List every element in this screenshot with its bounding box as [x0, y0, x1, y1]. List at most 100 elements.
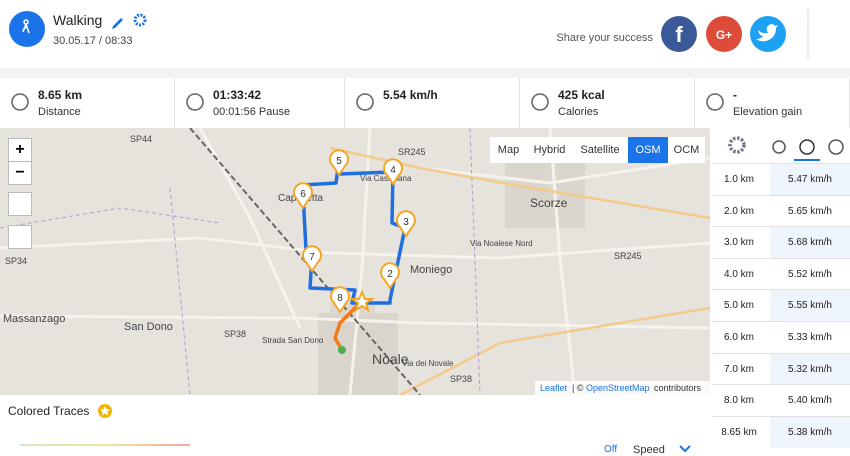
speed-tab[interactable]: [799, 139, 815, 155]
split-speed: 5.68 km/h: [770, 227, 850, 259]
map-label: Via Castellana: [360, 174, 412, 183]
split-speed: 5.47 km/h: [770, 164, 850, 195]
layer-button[interactable]: Hybrid: [527, 137, 572, 163]
map-label: SP34: [5, 256, 27, 266]
settings-icon[interactable]: [728, 136, 746, 154]
zoom-button[interactable]: −: [8, 161, 32, 185]
marker-label: 7: [309, 252, 315, 263]
twitter-glyph: [756, 24, 778, 42]
marker-label: 2: [387, 269, 393, 280]
split-row: 2.0 km 5.65 km/h: [712, 194, 850, 227]
split-speed: 5.38 km/h: [770, 416, 850, 448]
stat-value: 01:33:42: [213, 88, 262, 102]
settings-button[interactable]: [8, 225, 32, 249]
layer-button[interactable]: Satellite: [572, 137, 628, 163]
split-distance: 3.0 km: [723, 237, 754, 249]
separator: [0, 68, 850, 78]
split-speed: 5.33 km/h: [788, 332, 832, 343]
route-marker: [330, 286, 350, 314]
dropdown-arrow[interactable]: [678, 445, 692, 453]
googleplus-glyph: G+: [716, 28, 732, 42]
trace-gradient: [20, 444, 190, 446]
stat-label: Distance: [38, 106, 81, 118]
facebook-button[interactable]: [661, 16, 697, 52]
map-label: SP38: [450, 374, 472, 384]
stat-label: 00:01:56 Pause: [213, 106, 291, 118]
share-label: Share your success: [556, 32, 653, 44]
split-speed: 5.65 km/h: [788, 205, 832, 217]
colored-traces-title: Colored Traces: [8, 404, 90, 418]
stat-value: 425 kcal: [558, 88, 605, 102]
split-row: 4.0 km 5.52 km/h: [712, 257, 850, 290]
facebook-glyph: f: [675, 22, 683, 47]
metric-select[interactable]: Speed: [633, 444, 665, 456]
icon-shape: [356, 93, 374, 111]
activity-name: Walking: [53, 12, 102, 28]
split-distance: 1.0 km: [723, 174, 754, 185]
stat-value: 5.54 km/h: [383, 88, 438, 102]
split-distance: 7.0 km: [723, 363, 754, 375]
split-distance: 5.0 km: [723, 300, 754, 312]
zoom-button[interactable]: +: [8, 138, 32, 162]
map-label: Scorze: [530, 196, 568, 210]
fullscreen-button[interactable]: [8, 192, 32, 216]
split-distance: 8.0 km: [723, 395, 754, 407]
stat-cell: 5.54 km/h: [345, 78, 520, 128]
route-marker: [383, 158, 403, 186]
stat-cell: 425 kcal Calories: [520, 78, 695, 128]
tab[interactable]: [828, 139, 844, 155]
stat-icon: [531, 93, 549, 111]
split-distance: 4.0 km: [723, 268, 754, 280]
route-marker: [302, 245, 322, 273]
route-marker: [380, 262, 400, 290]
marker-label: 5: [336, 156, 342, 167]
split-row: 7.0 km 5.32 km/h: [712, 352, 850, 385]
walker-glyph: [22, 19, 30, 34]
stat-cell: 8.65 km Distance: [0, 78, 175, 128]
attribution: | ©: [572, 383, 584, 393]
settings-icon[interactable]: [133, 13, 147, 27]
marker-label: 6: [300, 189, 306, 200]
googleplus-button[interactable]: [706, 16, 742, 52]
splits-header: [728, 136, 844, 161]
icon-shape: [11, 93, 29, 111]
finish-marker: [348, 289, 376, 313]
route-marker: [329, 149, 349, 177]
stat-icon: [11, 93, 29, 111]
map-label: SR245: [398, 147, 426, 157]
split-speed: 5.32 km/h: [770, 353, 850, 385]
map-label: Strada San Dono: [262, 336, 324, 345]
marker-label: 8: [337, 293, 343, 304]
map-label: Massanzago: [3, 313, 65, 325]
split-speed: 5.55 km/h: [770, 290, 850, 322]
layer-button[interactable]: Map: [490, 137, 527, 163]
stat-value: 8.65 km: [38, 88, 83, 102]
icon-shape: [706, 93, 724, 111]
marker-label: 3: [403, 217, 409, 228]
stat-icon: [186, 93, 204, 111]
split-row: 8.65 km 5.38 km/h: [712, 415, 850, 448]
toggle[interactable]: Off: [604, 444, 618, 455]
route-marker: [293, 182, 313, 210]
time-tab[interactable]: [772, 140, 786, 154]
map-label: Via dei Novale: [402, 359, 454, 368]
split-row: 1.0 km 5.47 km/h: [712, 163, 850, 195]
split-speed: 5.40 km/h: [788, 395, 832, 407]
layer-button[interactable]: OSM: [628, 137, 668, 163]
split-distance: 6.0 km: [723, 332, 754, 343]
map-label: Via Noalese Nord: [470, 239, 533, 248]
split-speed: 5.52 km/h: [788, 268, 832, 280]
layer-button[interactable]: OCM: [668, 137, 705, 163]
traces-star: [98, 404, 112, 418]
split-row: 6.0 km 5.33 km/h: [712, 321, 850, 353]
map-label: Moniego: [410, 264, 452, 276]
edit-icon[interactable]: [112, 18, 123, 29]
start-point: [338, 346, 346, 354]
boundaries: [0, 128, 481, 395]
route-marker: [396, 210, 416, 238]
map-label: SP44: [130, 134, 152, 144]
map-label: San Dono: [124, 321, 173, 333]
stat-cell: - Elevation gain: [695, 78, 850, 128]
split-row: 3.0 km 5.68 km/h: [712, 226, 850, 259]
